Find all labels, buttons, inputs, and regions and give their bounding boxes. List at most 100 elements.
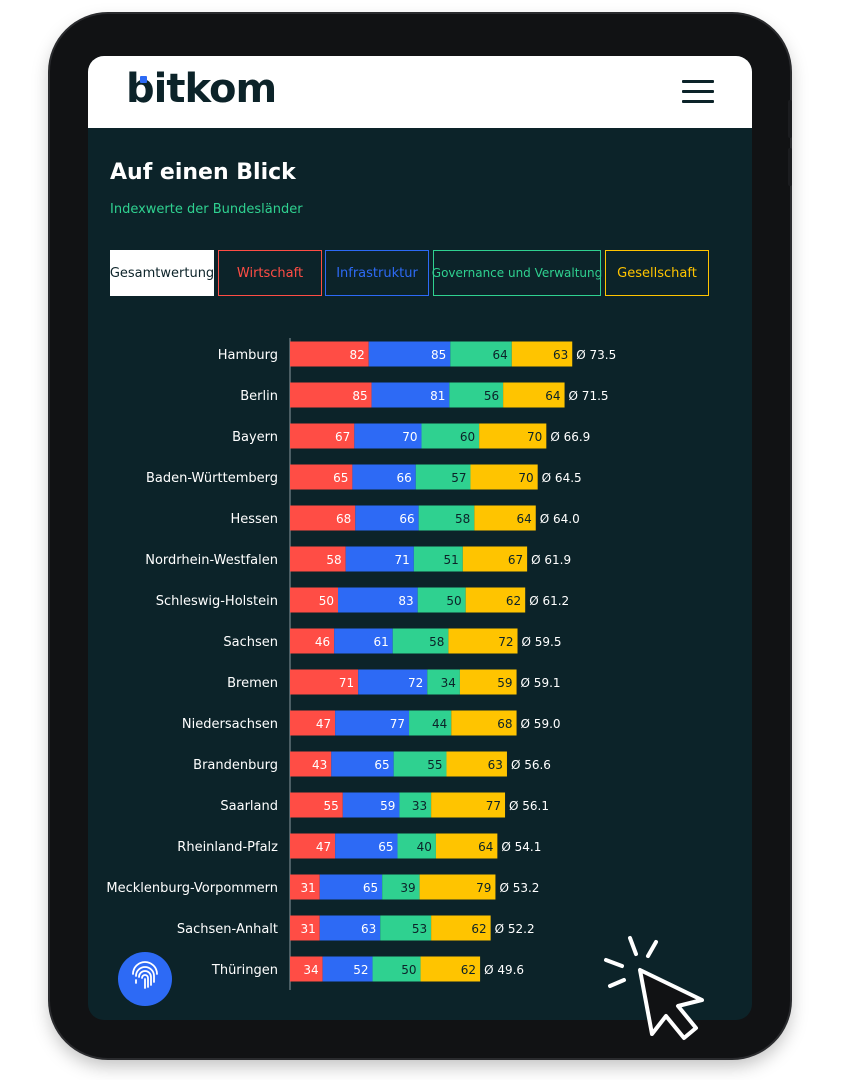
bar-value-label: 63 xyxy=(553,348,568,362)
bar-segment[interactable] xyxy=(399,792,432,818)
bar-segment[interactable] xyxy=(503,382,565,408)
bar-segment[interactable] xyxy=(448,628,518,654)
bar-value-label: 72 xyxy=(498,635,513,649)
bar-segment[interactable] xyxy=(335,833,398,859)
bar-segment[interactable] xyxy=(462,546,528,572)
bar-segment[interactable] xyxy=(345,546,414,572)
category-label: Thüringen xyxy=(211,963,278,978)
tab-wirtschaft[interactable]: Wirtschaft xyxy=(218,250,322,296)
category-label: Hessen xyxy=(230,512,278,527)
bitkom-logo[interactable]: bitkom xyxy=(126,66,277,112)
bar-segment[interactable] xyxy=(420,956,481,982)
bar-segment[interactable] xyxy=(334,628,393,654)
bar-segment[interactable] xyxy=(290,587,338,613)
bar-segment[interactable] xyxy=(290,341,369,367)
bar-segment[interactable] xyxy=(290,423,355,449)
bar-value-label: 70 xyxy=(518,471,533,485)
bar-value-label: 64 xyxy=(478,840,493,854)
tab-governance-und-verwaltung[interactable]: Governance und Verwaltung xyxy=(432,250,602,296)
bar-segment[interactable] xyxy=(479,423,547,449)
tab-gesellschaft[interactable]: Gesellschaft xyxy=(605,250,709,296)
tab-infrastruktur[interactable]: Infrastruktur xyxy=(325,250,429,296)
bar-segment[interactable] xyxy=(290,464,353,490)
average-label: Ø 56.1 xyxy=(509,799,549,813)
bar-segment[interactable] xyxy=(290,833,336,859)
top-bar: bitkom xyxy=(88,56,752,128)
average-label: Ø 49.6 xyxy=(484,963,524,977)
bar-segment[interactable] xyxy=(322,956,373,982)
bar-segment[interactable] xyxy=(431,915,491,941)
page-subtitle: Indexwerte der Bundesländer xyxy=(110,202,303,217)
bar-segment[interactable] xyxy=(290,628,335,654)
bar-segment[interactable] xyxy=(290,751,332,777)
tab-gesamtwertung[interactable]: Gesamtwertung xyxy=(110,250,214,296)
bar-segment[interactable] xyxy=(417,587,466,613)
bar-segment[interactable] xyxy=(331,751,394,777)
bar-segment[interactable] xyxy=(446,751,507,777)
bar-segment[interactable] xyxy=(380,915,432,941)
bar-segment[interactable] xyxy=(421,423,480,449)
bar-segment[interactable] xyxy=(397,833,436,859)
bar-value-label: 34 xyxy=(441,676,456,690)
bar-value-label: 65 xyxy=(333,471,348,485)
bar-segment[interactable] xyxy=(335,710,410,736)
bar-segment[interactable] xyxy=(451,710,517,736)
bar-segment[interactable] xyxy=(371,382,450,408)
category-label: Bremen xyxy=(227,676,278,691)
bar-value-label: 64 xyxy=(492,348,507,362)
bar-segment[interactable] xyxy=(290,956,323,982)
bar-value-label: 56 xyxy=(484,389,499,403)
bar-segment[interactable] xyxy=(290,792,343,818)
bar-segment[interactable] xyxy=(290,915,320,941)
average-label: Ø 54.1 xyxy=(501,840,541,854)
bar-segment[interactable] xyxy=(354,423,422,449)
bar-segment[interactable] xyxy=(355,505,419,531)
bar-segment[interactable] xyxy=(342,792,400,818)
bar-segment[interactable] xyxy=(409,710,452,736)
bar-segment[interactable] xyxy=(290,382,372,408)
bar-segment[interactable] xyxy=(470,464,538,490)
bar-segment[interactable] xyxy=(392,628,449,654)
bar-segment[interactable] xyxy=(393,751,447,777)
bar-segment[interactable] xyxy=(419,874,496,900)
bar-segment[interactable] xyxy=(465,587,526,613)
fingerprint-icon[interactable] xyxy=(118,952,172,1006)
bar-segment[interactable] xyxy=(290,546,346,572)
category-label: Sachsen-Anhalt xyxy=(177,922,278,937)
bar-value-label: 58 xyxy=(429,635,444,649)
bar-segment[interactable] xyxy=(431,792,506,818)
bar-segment[interactable] xyxy=(368,341,451,367)
bar-segment[interactable] xyxy=(449,382,504,408)
category-label: Bayern xyxy=(232,430,278,445)
bar-value-label: 71 xyxy=(339,676,354,690)
bar-segment[interactable] xyxy=(358,669,428,695)
bar-segment[interactable] xyxy=(413,546,463,572)
bar-segment[interactable] xyxy=(352,464,416,490)
average-label: Ø 56.6 xyxy=(511,758,551,772)
bar-segment[interactable] xyxy=(290,505,356,531)
bar-segment[interactable] xyxy=(290,874,320,900)
bar-segment[interactable] xyxy=(474,505,536,531)
average-label: Ø 59.0 xyxy=(521,717,561,731)
bar-segment[interactable] xyxy=(415,464,471,490)
bar-value-label: 53 xyxy=(412,922,427,936)
bar-segment[interactable] xyxy=(290,710,336,736)
hamburger-menu-icon[interactable] xyxy=(682,80,714,104)
bar-segment[interactable] xyxy=(435,833,498,859)
bar-segment[interactable] xyxy=(372,956,421,982)
bar-segment[interactable] xyxy=(511,341,573,367)
bar-segment[interactable] xyxy=(450,341,512,367)
bar-value-label: 51 xyxy=(444,553,459,567)
tablet-frame: bitkom Auf einen Blick Indexwerte der Bu… xyxy=(50,14,792,1058)
category-label: Rheinland-Pfalz xyxy=(177,840,278,855)
bar-segment[interactable] xyxy=(418,505,475,531)
bar-value-label: 66 xyxy=(396,471,411,485)
bar-segment[interactable] xyxy=(290,669,359,695)
bar-segment[interactable] xyxy=(427,669,460,695)
bar-segment[interactable] xyxy=(382,874,420,900)
bar-segment[interactable] xyxy=(459,669,517,695)
bar-segment[interactable] xyxy=(338,587,418,613)
bar-segment[interactable] xyxy=(319,915,381,941)
bar-value-label: 65 xyxy=(378,840,393,854)
bar-segment[interactable] xyxy=(319,874,383,900)
